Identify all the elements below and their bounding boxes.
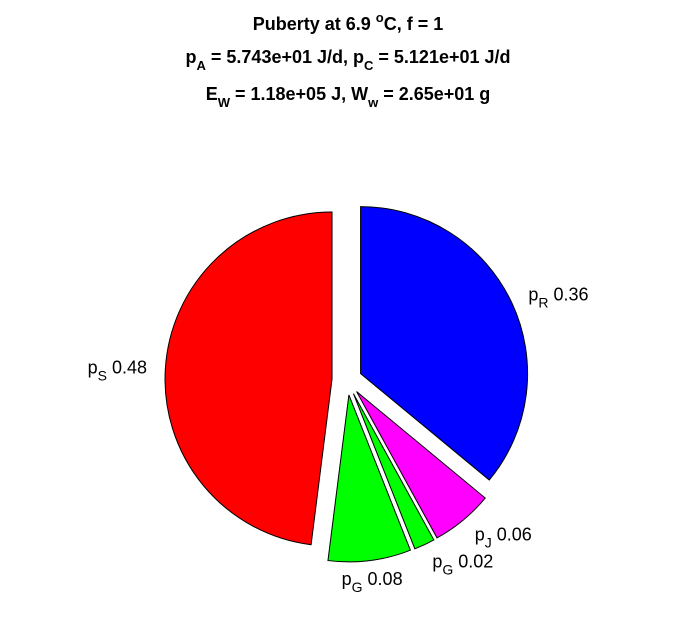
- slice-value-label: 0.48: [112, 357, 147, 377]
- slice-value-label: 0.08: [368, 569, 403, 589]
- slice-label-name: p: [88, 357, 98, 377]
- chart-title-line: pA = 5.743e+01 J/d, pC = 5.121e+01 J/d: [186, 47, 511, 73]
- slice-label: pG 0.08: [342, 569, 403, 595]
- title-text: = 5.743e+01 J/d, p: [206, 47, 364, 67]
- title-text: = 2.65e+01 g: [378, 84, 490, 104]
- slice-label-sub: J: [485, 534, 492, 550]
- slice-label-name: p: [528, 285, 538, 305]
- slice-label: pR 0.36: [528, 285, 588, 311]
- chart-title-line: EW = 1.18e+05 J, Ww = 2.65e+01 g: [206, 84, 491, 110]
- title-script: C: [364, 58, 374, 73]
- pie-slice: [327, 394, 412, 563]
- title-text: C, f = 1: [384, 14, 444, 34]
- title-script: w: [367, 95, 379, 110]
- pie-slice: [356, 391, 486, 539]
- slice-label: pS 0.48: [88, 357, 147, 383]
- title-text: E: [206, 84, 218, 104]
- title-script: W: [218, 95, 231, 110]
- pie-slice: [352, 393, 435, 550]
- slice-label-sub: S: [98, 367, 107, 383]
- title-script: o: [376, 10, 384, 25]
- chart-title-line: Puberty at 6.9 oC, f = 1: [253, 10, 444, 34]
- title-text: p: [186, 47, 197, 67]
- slice-value-label: 0.36: [553, 285, 588, 305]
- slice-label-sub: G: [442, 561, 453, 577]
- pie-slice: [360, 206, 529, 481]
- slice-label-sub: R: [538, 295, 548, 311]
- title-text: Puberty at 6.9: [253, 14, 376, 34]
- slice-label-name: p: [432, 551, 442, 571]
- slice-label-name: p: [342, 569, 352, 589]
- title-text: = 5.121e+01 J/d: [373, 47, 510, 67]
- title-text: = 1.18e+05 J, W: [230, 84, 368, 104]
- pie-slice: [164, 211, 333, 546]
- title-script: A: [197, 58, 207, 73]
- slice-value-label: 0.02: [458, 551, 493, 571]
- slice-value-label: 0.06: [497, 524, 532, 544]
- slice-label-name: p: [475, 524, 485, 544]
- slice-label: pG 0.02: [432, 551, 493, 577]
- slice-label-sub: G: [352, 579, 363, 595]
- slice-label: pJ 0.06: [475, 524, 532, 550]
